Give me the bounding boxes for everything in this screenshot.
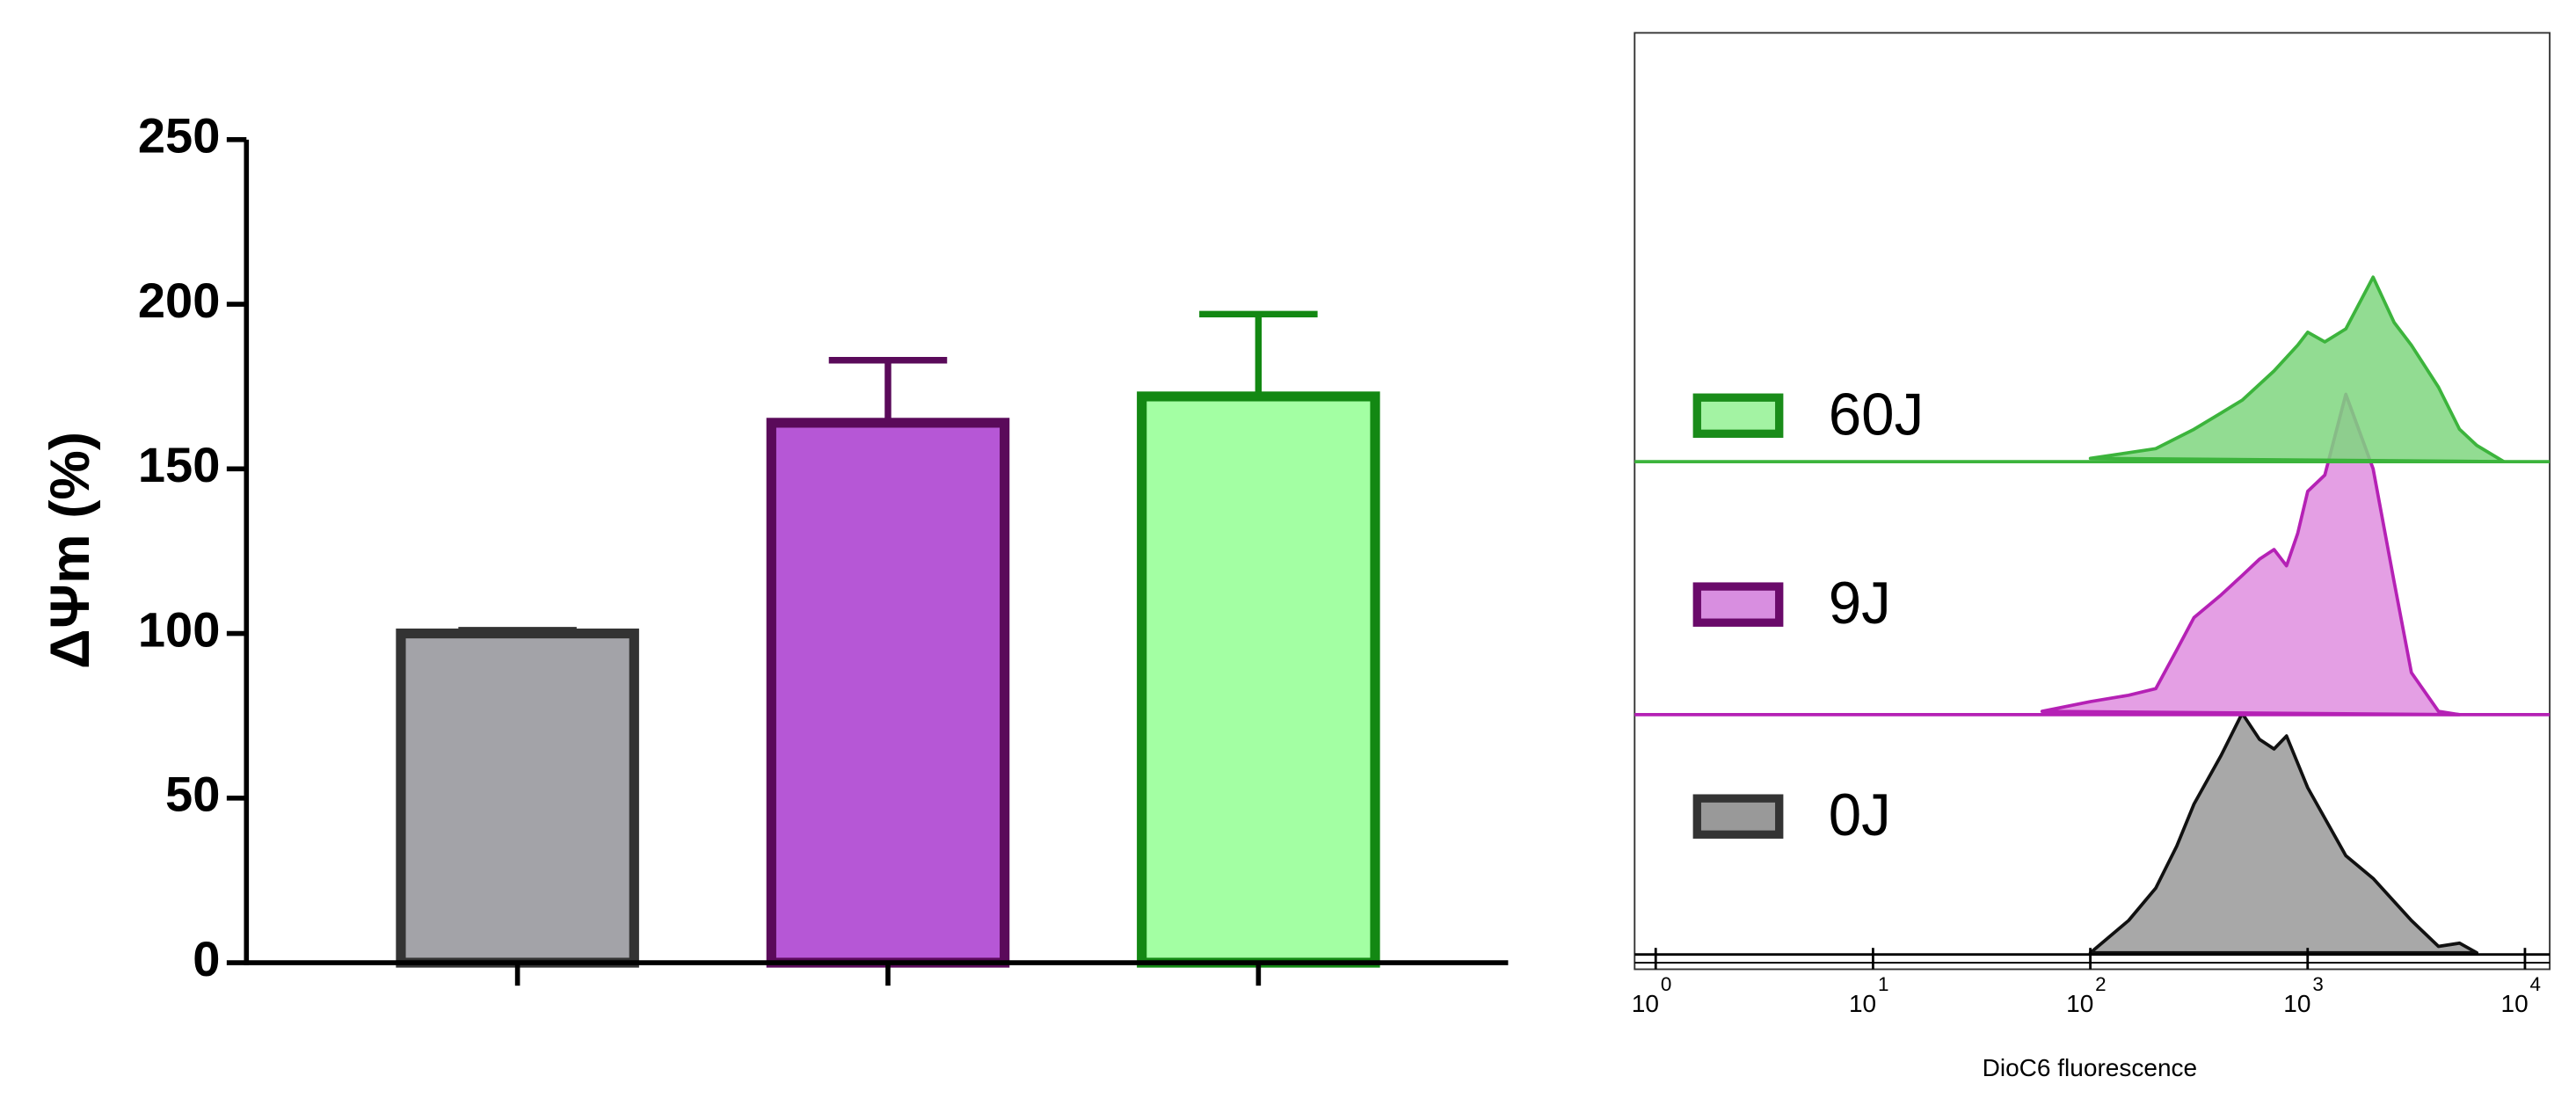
x-tick-exponent: 0: [1661, 973, 1671, 995]
x-tick-exponent: 4: [2530, 973, 2541, 995]
legend-label: 60J: [1829, 382, 1924, 447]
legend-label: 9J: [1829, 571, 1891, 637]
legend-swatch: [1692, 582, 1784, 627]
bar: [396, 628, 639, 968]
bar: [1137, 391, 1380, 968]
y-tick-label: 50: [165, 767, 220, 822]
y-axis-label: ΔΨm (%): [39, 432, 101, 669]
x-tick-label: 10: [1632, 990, 1659, 1017]
x-axis-label: DioC6 fluorescence: [1983, 1054, 2197, 1081]
legend-swatch: [1692, 794, 1784, 839]
legend-swatch: [1692, 393, 1784, 438]
y-tick-label: 0: [193, 931, 220, 986]
x-tick-exponent: 1: [1878, 973, 1888, 995]
x-tick-label: 10: [1849, 990, 1876, 1017]
x-tick-label: 10: [2283, 990, 2310, 1017]
x-tick-label: 10: [2501, 990, 2529, 1017]
x-tick-label: 10: [2066, 990, 2093, 1017]
y-tick-label: 150: [138, 437, 221, 492]
histogram-area: [2088, 711, 2479, 955]
legend-label: 0J: [1829, 782, 1891, 848]
plot-frame: [1634, 32, 2551, 971]
x-tick-exponent: 3: [2312, 973, 2323, 995]
histogram-area: [2088, 275, 2506, 463]
y-tick-label: 100: [138, 601, 221, 657]
histogram-area: [2040, 392, 2462, 717]
y-tick-label: 250: [138, 108, 221, 164]
y-tick-label: 200: [138, 273, 221, 328]
x-tick-exponent: 2: [2095, 973, 2106, 995]
bar: [766, 418, 1010, 968]
